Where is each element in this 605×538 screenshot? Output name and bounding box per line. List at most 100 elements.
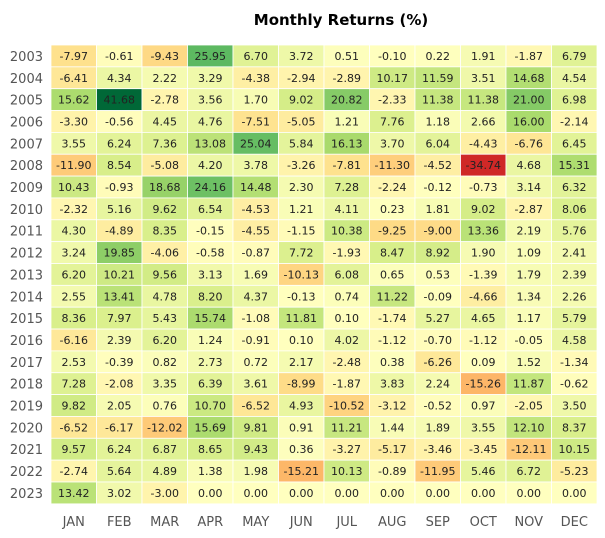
cell-value-label: 9.02 bbox=[289, 94, 314, 107]
x-tick-label: FEB bbox=[107, 515, 132, 530]
cell-value-label: 4.45 bbox=[153, 115, 178, 128]
x-tick-label: MAR bbox=[150, 515, 179, 530]
cell-value-label: -11.90 bbox=[56, 159, 91, 172]
cell-value-label: 6.24 bbox=[107, 137, 132, 150]
cell-value-label: 8.54 bbox=[107, 159, 132, 172]
cell-value-label: 0.74 bbox=[335, 290, 360, 303]
cell-value-label: 8.37 bbox=[562, 421, 587, 434]
cell-value-label: 2.41 bbox=[562, 247, 587, 260]
cell-value-label: 0.51 bbox=[335, 50, 360, 63]
cell-value-label: 10.70 bbox=[195, 400, 227, 413]
cell-value-label: 6.20 bbox=[62, 268, 87, 281]
cell-value-label: -0.13 bbox=[287, 290, 315, 303]
cell-value-label: 7.28 bbox=[335, 181, 360, 194]
cell-value-label: 6.70 bbox=[244, 50, 269, 63]
cell-value-label: 1.70 bbox=[244, 94, 269, 107]
y-tick-label: 2006 bbox=[10, 115, 43, 130]
cell-value-label: -4.38 bbox=[242, 72, 270, 85]
cell-value-label: -5.17 bbox=[378, 443, 406, 456]
x-tick-label: JAN bbox=[62, 515, 85, 530]
cell-value-label: -4.06 bbox=[151, 247, 179, 260]
cell-value-label: 6.54 bbox=[198, 203, 223, 216]
cell-value-label: -2.74 bbox=[60, 465, 88, 478]
cell-value-label: -0.87 bbox=[242, 247, 270, 260]
cell-value-label: 13.36 bbox=[468, 225, 500, 238]
cell-value-label: 16.00 bbox=[513, 115, 545, 128]
cell-value-label: 9.43 bbox=[244, 443, 269, 456]
cell-value-label: -2.87 bbox=[515, 203, 543, 216]
cell-value-label: -3.46 bbox=[424, 443, 452, 456]
cell-value-label: -1.74 bbox=[378, 312, 406, 325]
cell-value-label: 10.43 bbox=[58, 181, 90, 194]
cell-value-label: 0.22 bbox=[426, 50, 451, 63]
cell-value-label: -0.12 bbox=[424, 181, 452, 194]
cell-value-label: -9.43 bbox=[151, 50, 179, 63]
heatmap-cells: -7.97 -0.61 -9.43 25.95 6.70 3.72 0.51 -0.10 0.2… bbox=[50, 44, 598, 505]
cell-value-label: 1.91 bbox=[471, 50, 496, 63]
cell-value-label: 2.55 bbox=[62, 290, 87, 303]
chart-title: Monthly Returns (%) bbox=[254, 11, 428, 29]
cell-value-label: -1.93 bbox=[333, 247, 361, 260]
cell-value-label: 2.05 bbox=[107, 400, 132, 413]
cell-value-label: 7.28 bbox=[62, 378, 87, 391]
cell-value-label: 1.89 bbox=[426, 421, 451, 434]
cell-value-label: -10.52 bbox=[329, 400, 364, 413]
cell-value-label: -15.26 bbox=[466, 378, 501, 391]
cell-value-label: -9.00 bbox=[424, 225, 452, 238]
cell-value-label: -34.74 bbox=[466, 159, 501, 172]
cell-value-label: -2.48 bbox=[333, 356, 361, 369]
cell-value-label: 5.64 bbox=[107, 465, 132, 478]
cell-value-label: 9.57 bbox=[62, 443, 87, 456]
cell-value-label: 9.81 bbox=[244, 421, 269, 434]
cell-value-label: 1.21 bbox=[335, 115, 360, 128]
cell-value-label: 4.76 bbox=[198, 115, 223, 128]
cell-value-label: 0.36 bbox=[289, 443, 314, 456]
cell-value-label: 10.21 bbox=[104, 268, 136, 281]
cell-value-label: 3.35 bbox=[153, 378, 178, 391]
cell-value-label: 6.45 bbox=[562, 137, 587, 150]
cell-value-label: -2.14 bbox=[560, 115, 588, 128]
cell-value-label: 19.85 bbox=[104, 247, 136, 260]
cell-value-label: -1.12 bbox=[469, 334, 497, 347]
cell-value-label: 3.61 bbox=[244, 378, 269, 391]
cell-value-label: 7.72 bbox=[289, 247, 314, 260]
cell-value-label: -3.00 bbox=[151, 487, 179, 500]
x-tick-label: MAY bbox=[242, 515, 269, 530]
cell-value-label: 9.82 bbox=[62, 400, 87, 413]
cell-value-label: 11.59 bbox=[422, 72, 454, 85]
cell-value-label: -4.43 bbox=[469, 137, 497, 150]
cell-value-label: 5.84 bbox=[289, 137, 314, 150]
cell-value-label: -0.15 bbox=[196, 225, 224, 238]
cell-value-label: 0.00 bbox=[380, 487, 405, 500]
cell-value-label: -1.39 bbox=[469, 268, 497, 281]
cell-value-label: -4.89 bbox=[105, 225, 133, 238]
cell-value-label: 10.15 bbox=[559, 443, 591, 456]
cell-value-label: 0.65 bbox=[380, 268, 405, 281]
cell-value-label: -1.87 bbox=[333, 378, 361, 391]
x-tick-label: SEP bbox=[426, 515, 450, 530]
cell-value-label: 1.24 bbox=[198, 334, 223, 347]
cell-value-label: 1.69 bbox=[244, 268, 269, 281]
cell-value-label: -8.99 bbox=[287, 378, 315, 391]
cell-value-label: -5.23 bbox=[560, 465, 588, 478]
cell-value-label: 14.48 bbox=[240, 181, 272, 194]
cell-value-label: 18.68 bbox=[149, 181, 181, 194]
cell-value-label: 0.10 bbox=[289, 334, 314, 347]
y-tick-label: 2022 bbox=[10, 465, 43, 480]
y-tick-label: 2009 bbox=[10, 181, 43, 196]
cell-value-label: 6.98 bbox=[562, 94, 587, 107]
y-tick-label: 2017 bbox=[10, 356, 43, 371]
cell-value-label: -6.52 bbox=[60, 421, 88, 434]
y-tick-label: 2018 bbox=[10, 378, 43, 393]
x-tick-label: DEC bbox=[561, 515, 588, 530]
cell-value-label: 11.87 bbox=[513, 378, 545, 391]
cell-value-label: 10.13 bbox=[331, 465, 363, 478]
cell-value-label: 0.72 bbox=[244, 356, 269, 369]
cell-value-label: 0.00 bbox=[562, 487, 587, 500]
cell-value-label: 7.76 bbox=[380, 115, 405, 128]
cell-value-label: -3.12 bbox=[378, 400, 406, 413]
cell-value-label: 3.78 bbox=[244, 159, 269, 172]
cell-value-label: -1.08 bbox=[242, 312, 270, 325]
cell-value-label: 5.46 bbox=[471, 465, 496, 478]
y-tick-label: 2014 bbox=[10, 290, 43, 305]
